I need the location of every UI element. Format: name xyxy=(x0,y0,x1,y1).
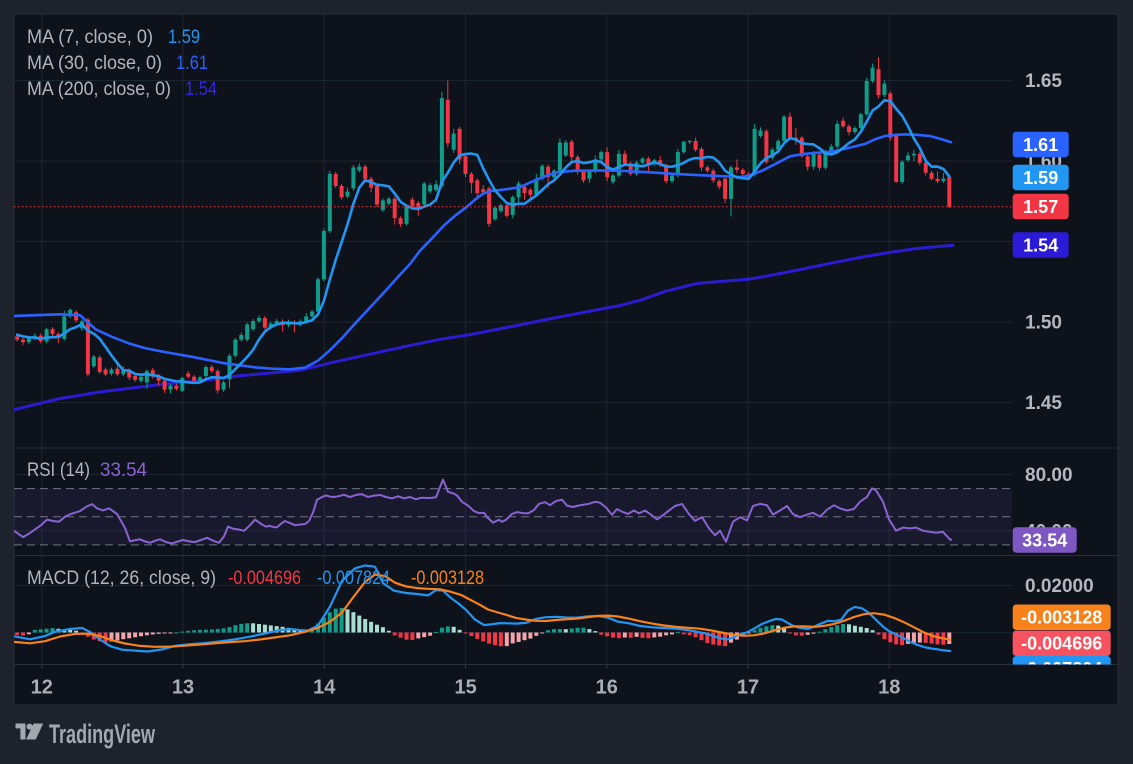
svg-text:15: 15 xyxy=(454,677,476,699)
svg-text:1.65: 1.65 xyxy=(1025,71,1062,92)
svg-text:1.54: 1.54 xyxy=(1023,236,1058,256)
svg-text:18: 18 xyxy=(878,677,900,699)
svg-text:13: 13 xyxy=(172,677,194,699)
svg-text:1.59: 1.59 xyxy=(168,27,200,48)
svg-text:-0.003128: -0.003128 xyxy=(411,568,484,589)
svg-text:1.54: 1.54 xyxy=(185,79,217,100)
svg-text:-0.007824: -0.007824 xyxy=(1021,659,1102,679)
svg-text:16: 16 xyxy=(596,677,618,699)
svg-text:-0.004696: -0.004696 xyxy=(228,568,301,589)
svg-text:-0.007824: -0.007824 xyxy=(317,568,390,589)
svg-text:1.45: 1.45 xyxy=(1025,393,1062,414)
svg-text:14: 14 xyxy=(313,677,336,699)
svg-text:1.59: 1.59 xyxy=(1023,168,1058,188)
svg-text:80.00: 80.00 xyxy=(1025,465,1073,486)
svg-text:1.61: 1.61 xyxy=(1023,135,1058,155)
svg-text:-0.003128: -0.003128 xyxy=(1021,608,1102,628)
svg-text:1.50: 1.50 xyxy=(1025,313,1062,334)
svg-text:MA (30, close, 0): MA (30, close, 0) xyxy=(27,53,162,74)
svg-text:TradingView: TradingView xyxy=(49,719,156,749)
svg-text:-0.004696: -0.004696 xyxy=(1021,634,1102,654)
svg-text:33.54: 33.54 xyxy=(1022,531,1067,551)
svg-text:17: 17 xyxy=(737,677,759,699)
svg-text:0.02000: 0.02000 xyxy=(1025,576,1094,597)
svg-text:MA (7, close, 0): MA (7, close, 0) xyxy=(27,27,153,48)
svg-text:33.54: 33.54 xyxy=(100,460,147,481)
svg-text:1.57: 1.57 xyxy=(1023,197,1058,217)
svg-text:MACD (12, 26, close, 9): MACD (12, 26, close, 9) xyxy=(27,568,216,589)
svg-text:MA (200, close, 0): MA (200, close, 0) xyxy=(27,79,171,100)
svg-text:RSI (14): RSI (14) xyxy=(27,460,90,481)
svg-text:1.61: 1.61 xyxy=(176,53,208,74)
svg-text:12: 12 xyxy=(31,677,53,699)
